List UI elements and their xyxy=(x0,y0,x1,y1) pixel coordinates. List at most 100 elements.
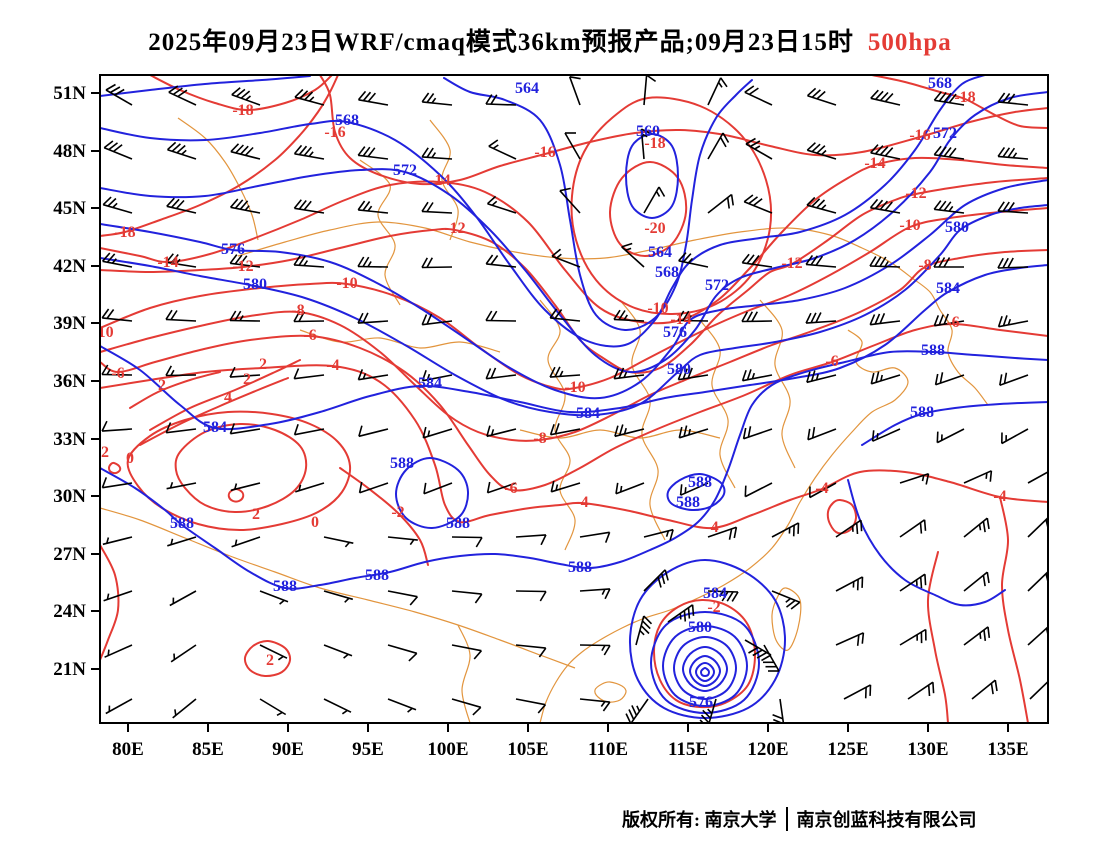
wind-barb xyxy=(323,644,353,659)
wind-barb xyxy=(387,644,418,662)
wind-barb xyxy=(579,644,611,656)
wind-barb xyxy=(805,254,837,268)
height-label-580: 580 xyxy=(688,619,712,636)
map-container: 560 564 564 568 568 568 572 572 572 576 576 576 580 5… xyxy=(53,74,1049,760)
height-contour-572 xyxy=(672,635,738,701)
height-label-584: 584 xyxy=(576,405,600,422)
chart-level-label: 500hpa xyxy=(867,29,952,56)
height-contour-unlabeled xyxy=(847,479,1006,607)
temp-contour-unlabeled xyxy=(826,498,858,535)
height-contour-568 xyxy=(681,645,729,693)
wind-barb xyxy=(549,366,581,378)
wind-barb xyxy=(105,83,133,106)
wind-barb xyxy=(744,482,773,498)
height-label-588: 588 xyxy=(688,474,712,491)
wind-barb xyxy=(357,256,389,268)
wind-barb xyxy=(169,590,197,607)
wind-barb xyxy=(613,309,645,322)
height-contour-568 xyxy=(100,75,986,348)
wind-barb xyxy=(168,85,197,106)
wind-barb xyxy=(997,201,1029,214)
wind-barb xyxy=(741,253,773,268)
temp-label--18: -18 xyxy=(954,89,975,106)
height-contour-588 xyxy=(666,472,726,512)
wind-barb xyxy=(678,425,709,439)
temp-label--8: -8 xyxy=(918,257,931,274)
wind-barb xyxy=(485,254,517,268)
wind-barb xyxy=(423,482,453,495)
map-frame xyxy=(99,74,1049,724)
geography-boundaries xyxy=(100,117,989,723)
lat-tick-label: 51N xyxy=(53,83,86,104)
temp-label--12: -12 xyxy=(781,255,802,272)
wind-barb xyxy=(323,536,354,548)
wind-barb xyxy=(907,681,935,700)
temp-contour-0 xyxy=(126,410,352,532)
wind-barb xyxy=(387,536,418,546)
wind-barbs xyxy=(101,75,1048,723)
temp-contour-2 xyxy=(129,371,221,409)
temp-label-2: 2 xyxy=(259,356,267,373)
wind-barb xyxy=(293,199,325,214)
temp-label-2: 2 xyxy=(266,652,274,669)
wind-barb xyxy=(229,198,261,214)
temp-contour--2 xyxy=(652,598,757,709)
wind-barb xyxy=(1027,471,1048,484)
wind-barb xyxy=(869,256,901,268)
wind-barb xyxy=(807,426,837,441)
wind-barb xyxy=(451,698,482,716)
height-label-580: 580 xyxy=(243,276,267,293)
wind-barb xyxy=(229,366,261,378)
temp-contour-unlabeled xyxy=(100,544,120,661)
wind-barb xyxy=(421,92,453,106)
wind-barb xyxy=(421,201,453,214)
wind-barb xyxy=(870,371,901,385)
temp-label--18: -18 xyxy=(232,102,253,119)
wind-barb xyxy=(104,644,133,658)
wind-barb xyxy=(167,536,197,547)
wind-barb xyxy=(103,140,133,160)
height-label-568: 568 xyxy=(655,264,679,281)
wind-barb xyxy=(229,254,261,268)
height-label-588: 588 xyxy=(446,515,470,532)
wind-barb xyxy=(1001,428,1029,445)
wind-barb xyxy=(707,132,730,160)
wind-barb xyxy=(835,632,865,646)
wind-barb xyxy=(166,482,197,490)
wind-barb xyxy=(805,312,837,324)
wind-barb xyxy=(679,482,709,496)
temp-label--10: -10 xyxy=(564,379,585,396)
height-label-580: 580 xyxy=(667,361,691,378)
wind-barb xyxy=(741,369,773,382)
wind-barb xyxy=(997,146,1029,160)
height-label-584: 584 xyxy=(203,419,227,436)
temp-label-2: 2 xyxy=(243,371,251,388)
wind-barb xyxy=(1029,680,1048,700)
wind-barb xyxy=(806,87,837,106)
lat-tick-label: 48N xyxy=(53,141,86,162)
wind-barb xyxy=(165,309,197,322)
wind-barb xyxy=(101,364,133,376)
wind-barb xyxy=(357,369,389,381)
wind-barb xyxy=(293,144,325,160)
wind-barb xyxy=(421,257,453,269)
wind-barb xyxy=(486,195,517,214)
temp-label-2: 2 xyxy=(158,377,166,394)
wind-barb xyxy=(707,526,738,540)
boundary-line xyxy=(177,117,259,241)
wind-barb xyxy=(485,94,517,106)
wind-barb xyxy=(293,255,325,268)
wind-barb xyxy=(614,424,645,438)
wind-barb xyxy=(643,528,674,541)
temperature-contours xyxy=(100,75,1048,723)
temp-contour-2 xyxy=(174,422,308,514)
wind-barb xyxy=(763,644,780,672)
height-label-576: 576 xyxy=(221,241,245,258)
temp-label--6: -6 xyxy=(504,480,517,497)
wind-barb xyxy=(744,639,772,662)
height-label-588: 588 xyxy=(390,455,414,472)
boundary-line xyxy=(911,277,989,406)
wind-barb xyxy=(486,425,517,438)
wind-barb xyxy=(625,698,649,723)
lat-tick-label: 30N xyxy=(53,486,86,507)
